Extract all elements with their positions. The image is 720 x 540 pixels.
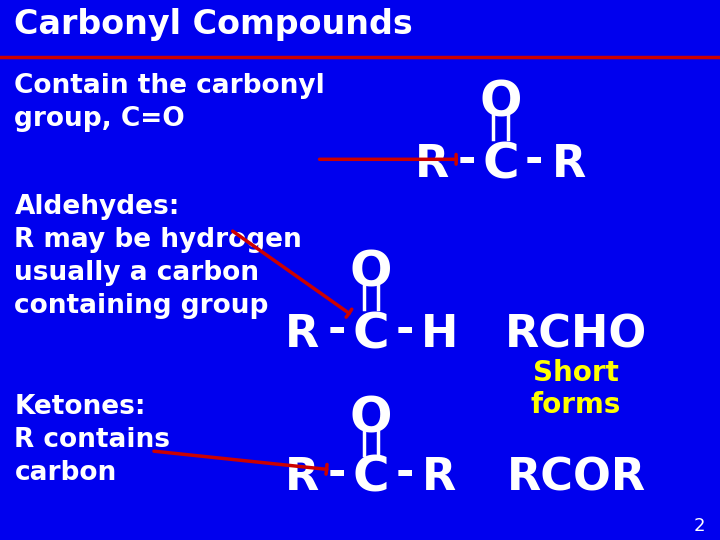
Text: Contain the carbonyl
group, C=O: Contain the carbonyl group, C=O <box>14 73 325 132</box>
Text: -: - <box>457 139 476 182</box>
Text: RCHO: RCHO <box>505 313 647 356</box>
Text: R: R <box>552 143 586 186</box>
Text: R: R <box>422 456 456 500</box>
Text: H: H <box>420 313 458 356</box>
Text: C: C <box>352 311 390 359</box>
Text: C: C <box>482 141 519 188</box>
Text: RCOR: RCOR <box>506 456 646 500</box>
Text: -: - <box>328 452 346 495</box>
Text: C: C <box>352 454 390 502</box>
Text: 2: 2 <box>694 517 706 535</box>
Text: -: - <box>525 139 544 182</box>
Text: Short
forms: Short forms <box>531 359 621 419</box>
Text: O: O <box>349 395 392 442</box>
Text: Ketones:
R contains
carbon: Ketones: R contains carbon <box>14 394 171 486</box>
Text: -: - <box>395 452 414 495</box>
Text: R: R <box>415 143 449 186</box>
Text: O: O <box>349 249 392 296</box>
Text: Carbonyl Compounds: Carbonyl Compounds <box>14 8 413 41</box>
Text: -: - <box>328 309 346 352</box>
Text: R: R <box>285 456 320 500</box>
Text: -: - <box>395 309 414 352</box>
Text: R: R <box>285 313 320 356</box>
Text: O: O <box>479 79 522 126</box>
Text: Aldehydes:
R may be hydrogen
usually a carbon
containing group: Aldehydes: R may be hydrogen usually a c… <box>14 194 302 319</box>
